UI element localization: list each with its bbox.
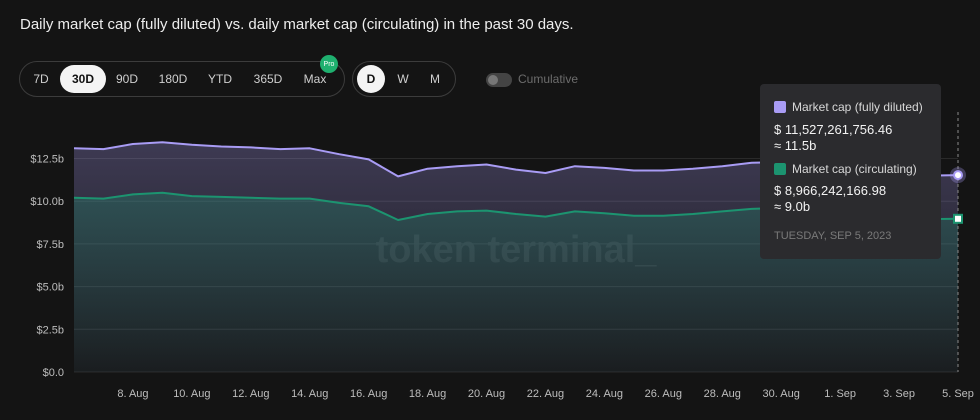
- cumulative-toggle[interactable]: [486, 73, 512, 87]
- tooltip-series-name: Market cap (circulating): [792, 162, 917, 176]
- tooltip-series-fully-diluted: Market cap (fully diluted): [774, 100, 923, 114]
- cumulative-label: Cumulative: [518, 72, 579, 86]
- x-tick-label: 16. Aug: [350, 388, 387, 400]
- fully-diluted-swatch: [774, 101, 786, 113]
- x-tick-label: 3. Sep: [883, 388, 915, 400]
- tooltip-approx-value: ≈ 9.0b: [774, 199, 811, 214]
- y-tick-label: $0.0: [43, 367, 64, 379]
- range-button-ytd[interactable]: YTD: [208, 72, 232, 86]
- x-tick-label: 1. Sep: [824, 388, 856, 400]
- tooltip-date: TUESDAY, SEP 5, 2023: [774, 230, 892, 242]
- range-button-max[interactable]: Max Pro: [296, 55, 338, 93]
- chart-title: Daily market cap (fully diluted) vs. dai…: [20, 16, 574, 33]
- fully-diluted-hover-point: [953, 170, 963, 181]
- granularity-button-d[interactable]: D: [357, 65, 385, 93]
- y-tick-label: $10.0b: [30, 196, 64, 208]
- x-tick-label: 14. Aug: [291, 388, 328, 400]
- tooltip-value: $ 11,527,261,756.46: [774, 122, 893, 137]
- x-tick-label: 26. Aug: [645, 388, 682, 400]
- x-tick-label: 8. Aug: [117, 388, 148, 400]
- pro-badge: Pro: [320, 55, 338, 73]
- tooltip-value: $ 8,966,242,166.98: [774, 183, 887, 198]
- circulating-area: [74, 192, 958, 372]
- x-tick-label: 18. Aug: [409, 388, 446, 400]
- tooltip-approx-value: ≈ 11.5b: [774, 138, 817, 153]
- tooltip-series-name: Market cap (fully diluted): [792, 100, 923, 114]
- circulating-hover-point: [953, 213, 963, 224]
- x-tick-label: 12. Aug: [232, 388, 269, 400]
- x-tick-label: 22. Aug: [527, 388, 564, 400]
- tooltip-series-circulating: Market cap (circulating): [774, 162, 917, 176]
- time-range-selector: 7D 30D 90D 180D YTD 365D Max Pro: [19, 55, 345, 97]
- y-tick-label: $5.0b: [36, 282, 64, 294]
- x-tick-label: 10. Aug: [173, 388, 210, 400]
- range-button-7d[interactable]: 7D: [33, 72, 49, 86]
- circulating-swatch: [774, 163, 786, 175]
- y-tick-label: $7.5b: [36, 239, 64, 251]
- x-tick-label: 24. Aug: [586, 388, 623, 400]
- chart-tooltip: Market cap (fully diluted) $ 11,527,261,…: [760, 84, 941, 259]
- range-button-90d[interactable]: 90D: [115, 72, 138, 86]
- range-button-365d[interactable]: 365D: [253, 72, 283, 86]
- granularity-button-w[interactable]: W: [397, 72, 409, 86]
- granularity-button-m[interactable]: M: [430, 72, 440, 86]
- range-button-30d[interactable]: 30D: [60, 65, 106, 93]
- x-tick-label: 28. Aug: [704, 388, 741, 400]
- x-tick-label: 20. Aug: [468, 388, 505, 400]
- y-tick-label: $12.5b: [30, 154, 64, 166]
- x-tick-label: 5. Sep: [942, 388, 974, 400]
- toggle-knob: [488, 75, 498, 85]
- x-tick-label: 30. Aug: [763, 388, 800, 400]
- y-tick-label: $2.5b: [36, 324, 64, 336]
- range-button-180d[interactable]: 180D: [158, 72, 188, 86]
